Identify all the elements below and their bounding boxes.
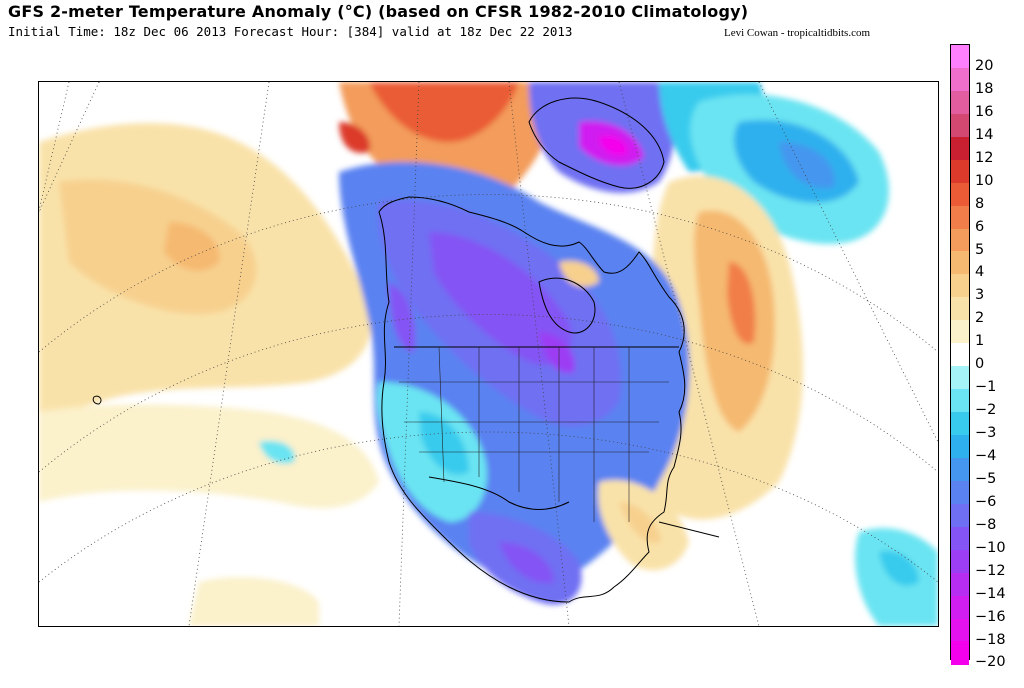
legend-label: 2 xyxy=(975,310,985,327)
legend-label: 3 xyxy=(975,287,985,304)
color-scale-legend xyxy=(950,44,970,666)
legend-label: −10 xyxy=(975,539,1006,556)
legend-label: 20 xyxy=(975,58,994,74)
hawaii-coast xyxy=(92,395,102,405)
legend-label: 8 xyxy=(975,195,985,212)
coastlines xyxy=(92,97,720,603)
legend-label: −1 xyxy=(975,379,997,396)
legend-swatch xyxy=(951,457,969,482)
anomaly-shading xyxy=(39,82,938,626)
legend-swatch xyxy=(951,113,969,138)
legend-swatch xyxy=(951,526,969,551)
legend-label: −6 xyxy=(975,493,997,510)
hudson-bay-coast xyxy=(538,277,596,334)
legend-label: 10 xyxy=(975,172,994,189)
legend-label: −12 xyxy=(975,562,1006,579)
anomaly-map xyxy=(38,81,939,627)
legend-swatch xyxy=(951,320,969,345)
legend-label: 5 xyxy=(975,241,985,258)
legend-label: −8 xyxy=(975,516,997,533)
legend-label: 14 xyxy=(975,126,994,143)
legend-swatch xyxy=(951,205,969,230)
legend-swatch xyxy=(951,618,969,643)
cuba-coast xyxy=(658,521,720,538)
legend-label: −20 xyxy=(975,654,1006,671)
legend-swatch xyxy=(951,366,969,391)
state-borders xyxy=(399,346,669,522)
legend-label: −18 xyxy=(975,631,1006,648)
legend-label: −2 xyxy=(975,402,997,419)
legend-swatch xyxy=(951,503,969,528)
north-america-coast xyxy=(378,196,686,603)
legend-label: −3 xyxy=(975,425,997,442)
credit-text: Levi Cowan - tropicaltidbits.com xyxy=(724,27,871,39)
legend-label: −4 xyxy=(975,448,997,465)
legend-label: 4 xyxy=(975,264,985,281)
legend-label: 12 xyxy=(975,149,994,166)
legend-swatch xyxy=(951,435,969,459)
chart-title: GFS 2-meter Temperature Anomaly (°C) (ba… xyxy=(8,2,749,21)
legend-swatch xyxy=(951,641,969,666)
greenland-coast xyxy=(528,97,665,189)
legend-swatch xyxy=(951,159,969,184)
legend-swatch xyxy=(951,412,969,436)
legend-swatch xyxy=(951,45,969,69)
legend-swatch xyxy=(951,343,969,368)
us-mexico-border xyxy=(428,476,570,510)
forecast-time-subtitle: Initial Time: 18z Dec 06 2013 Forecast H… xyxy=(8,24,573,39)
anomaly-map-canvas xyxy=(39,82,938,626)
legend-swatch xyxy=(951,297,969,322)
legend-swatch xyxy=(951,572,969,597)
legend-label: 18 xyxy=(975,80,994,97)
legend-label: 16 xyxy=(975,103,994,120)
legend-swatch xyxy=(951,480,969,505)
lat-lon-grid xyxy=(39,82,938,626)
legend-swatch xyxy=(951,136,969,161)
legend-swatch xyxy=(951,389,969,414)
legend-label: 0 xyxy=(975,356,985,373)
legend-swatch xyxy=(951,251,969,276)
legend-label: 6 xyxy=(975,218,985,235)
legend-swatch xyxy=(951,274,969,299)
legend-label: −14 xyxy=(975,585,1006,602)
warm-anomaly-pacific-peak xyxy=(164,222,220,271)
legend-label: 1 xyxy=(975,333,985,350)
legend-swatch xyxy=(951,549,969,574)
legend-swatch xyxy=(951,595,969,620)
legend-swatch xyxy=(951,182,969,207)
legend-label: −5 xyxy=(975,470,997,487)
warm-anomaly-pacific-core xyxy=(59,179,257,314)
legend-swatch xyxy=(951,228,969,253)
legend-label: −16 xyxy=(975,608,1006,625)
legend-swatch xyxy=(951,90,969,115)
legend-swatch xyxy=(951,67,969,92)
